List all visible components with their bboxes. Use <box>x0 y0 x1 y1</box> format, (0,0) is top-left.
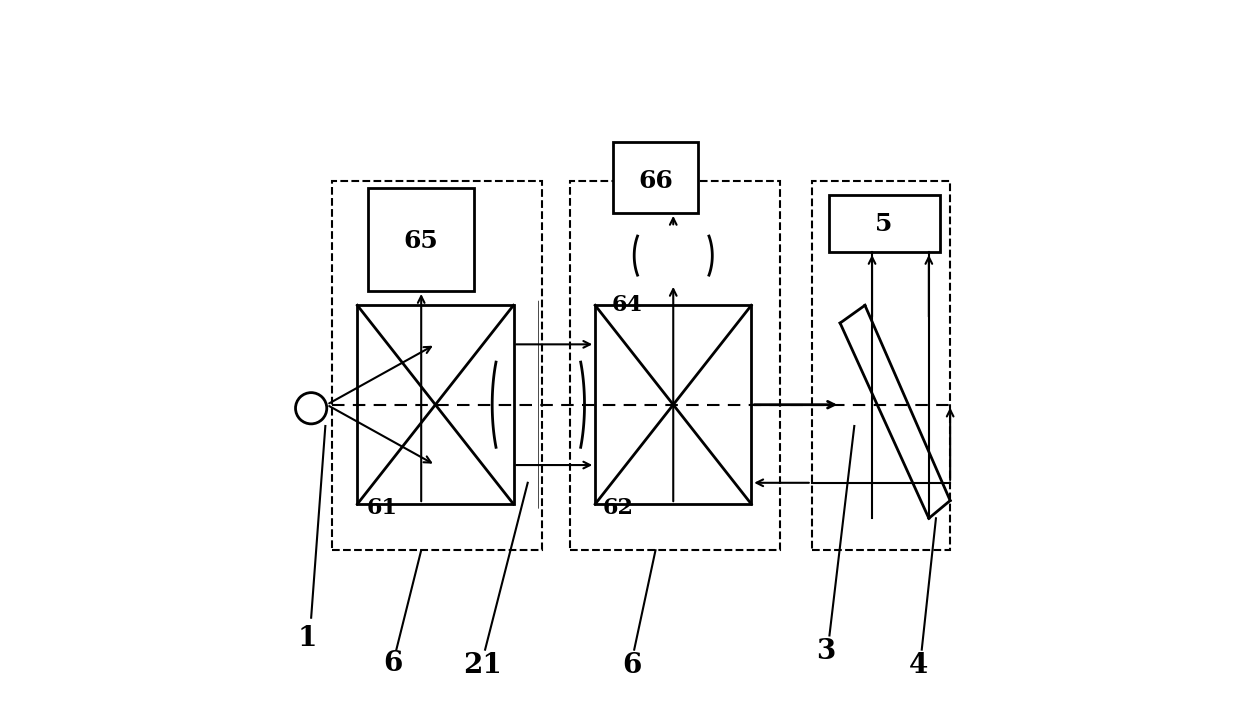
Text: 5: 5 <box>875 212 893 236</box>
FancyBboxPatch shape <box>595 305 751 504</box>
Text: 66: 66 <box>639 169 673 193</box>
Text: 1: 1 <box>298 626 317 652</box>
Text: 6: 6 <box>622 652 642 679</box>
Text: 62: 62 <box>603 497 634 518</box>
FancyBboxPatch shape <box>830 195 940 252</box>
Text: 61: 61 <box>367 497 398 518</box>
Text: 64: 64 <box>611 295 642 316</box>
Text: 21: 21 <box>464 652 502 679</box>
Text: 6: 6 <box>383 650 403 677</box>
FancyBboxPatch shape <box>613 142 698 213</box>
Text: 65: 65 <box>404 229 439 253</box>
Text: 3: 3 <box>816 638 836 665</box>
FancyBboxPatch shape <box>357 305 513 504</box>
FancyBboxPatch shape <box>368 188 475 291</box>
Text: 4: 4 <box>909 652 928 679</box>
